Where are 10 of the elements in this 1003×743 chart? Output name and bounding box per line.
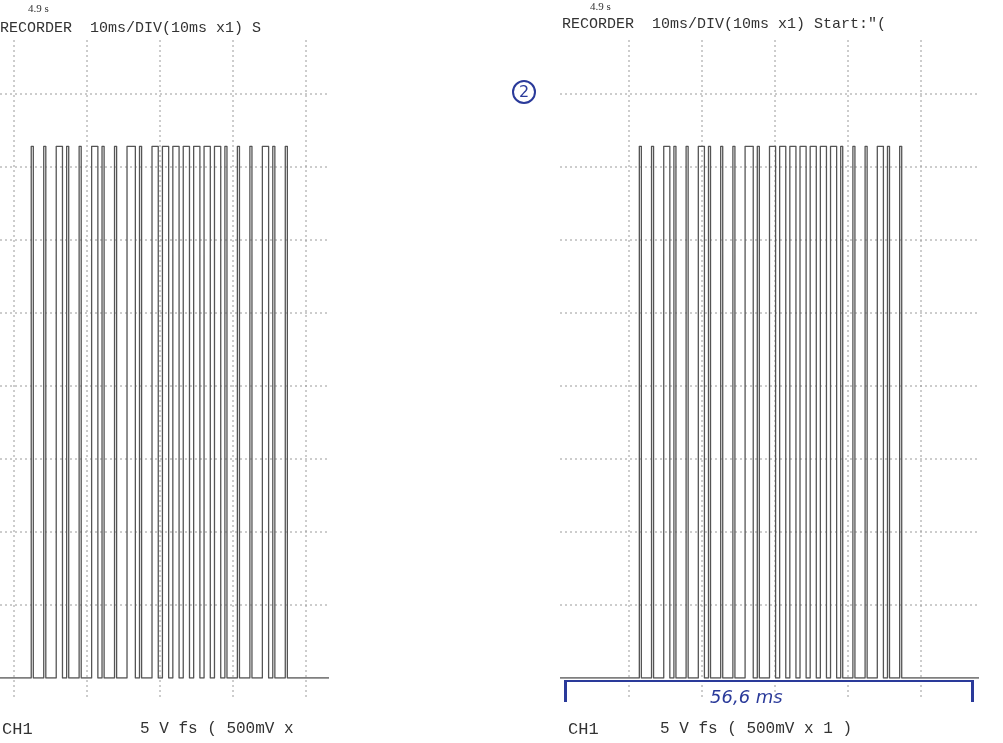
text: 5 V fs ( 500mV x 1 )	[660, 720, 853, 738]
text: 56,6 ms	[710, 686, 783, 707]
text: CH1	[568, 720, 599, 739]
text: 2	[512, 80, 536, 104]
text: CH1	[2, 720, 33, 739]
text: 4.9 s	[28, 2, 49, 14]
text: 4.9 s	[590, 0, 611, 12]
chart-title: RECORDER 10ms/DIV(10ms x1) S	[0, 20, 262, 37]
chart-title: RECORDER 10ms/DIV(10ms x1) Start:"(	[562, 16, 887, 33]
text: 5 V fs ( 500mV x	[140, 720, 294, 738]
